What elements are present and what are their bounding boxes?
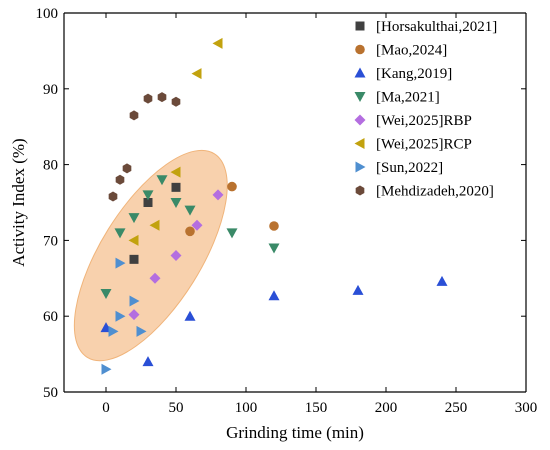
series-0 [129,182,181,264]
legend-marker [355,44,365,55]
legend-marker [354,67,366,78]
data-point [143,93,153,104]
x-tick-label: 100 [235,400,258,416]
axes: 0 50 100 150 200 250 300 50 60 70 80 90 100 [36,6,538,416]
data-points [100,37,448,375]
data-point [171,182,181,192]
x-tick-label: 200 [375,400,398,416]
data-point [157,92,167,103]
data-point [136,325,147,337]
data-point [115,310,126,322]
legend-marker [355,21,365,31]
data-point [115,257,126,269]
data-point [115,174,125,185]
data-point [212,37,223,49]
data-point [268,243,280,254]
data-point [108,191,118,202]
y-tick-label: 60 [43,309,58,325]
x-tick-label: 300 [515,400,538,416]
data-point [170,198,182,208]
data-point [122,163,132,174]
series-5 [128,37,223,246]
data-point [108,325,119,337]
data-point [268,290,280,301]
series-2 [100,275,448,367]
series-4 [128,189,224,321]
data-point [227,181,237,192]
x-tick-label: 150 [305,400,328,416]
y-tick-label: 70 [43,233,58,249]
data-point [149,219,160,231]
legend-marker [354,138,365,149]
data-point [171,96,181,107]
x-tick-label: 50 [169,400,184,416]
legend-marker [354,92,366,102]
legend-label: [Mao,2024] [376,43,447,59]
data-point [149,272,161,284]
data-point [436,275,448,286]
data-point [226,228,238,239]
legend-label: [Kang,2019] [376,66,452,82]
y-tick-label: 100 [36,6,59,22]
highlight-ellipse [73,149,228,362]
legend-label: [Sun,2022] [376,160,443,176]
legend-marker [355,161,366,173]
legend-label: [Wei,2025]RCP [376,137,472,153]
series-3 [100,175,280,299]
y-axis-title: Activity Index (%) [9,138,28,266]
data-point [170,166,181,178]
data-point [269,221,279,231]
data-point [128,234,139,246]
data-point [101,363,112,375]
series-1 [185,181,279,237]
series-7 [108,92,181,202]
series-6 [101,257,147,375]
data-point [129,254,139,264]
legend: [Horsakulthai,2021] [Mao,2024] [Kang,2019]… [354,19,497,200]
data-point [352,284,364,295]
legend-label: [Ma,2021] [376,90,440,106]
y-tick-label: 50 [43,385,58,401]
data-point [191,219,203,231]
x-axis-title: Grinding time (min) [226,423,364,442]
x-tick-label: 0 [102,400,110,416]
data-point [156,175,168,186]
x-tick-label: 250 [445,400,468,416]
data-point [142,356,154,367]
data-point [191,68,202,80]
data-point [100,288,112,299]
data-point [185,226,195,237]
y-tick-label: 90 [43,82,58,98]
legend-marker [355,185,365,196]
data-point [129,295,140,307]
data-point [129,110,139,121]
data-point [128,309,140,321]
legend-label: [Mehdizadeh,2020] [376,184,494,200]
data-point [184,205,196,216]
data-point [184,310,196,321]
data-point [128,213,140,224]
data-point [142,190,154,201]
data-point [212,189,224,201]
data-point [114,228,126,239]
data-point [170,250,182,262]
legend-label: [Horsakulthai,2021] [376,19,497,35]
data-point [143,198,153,207]
legend-marker [354,114,366,126]
legend-label: [Wei,2025]RBP [376,113,472,129]
y-tick-label: 80 [43,158,58,174]
